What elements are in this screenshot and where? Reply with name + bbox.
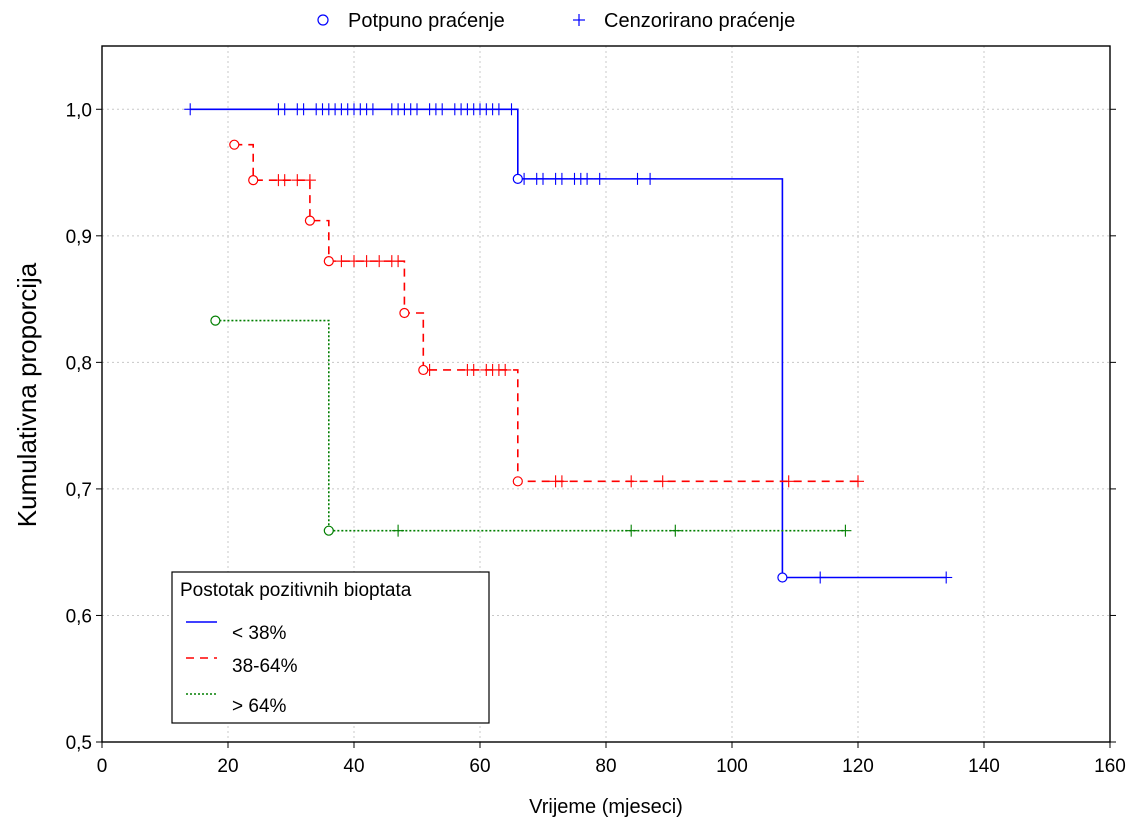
y-tick-label: 0,7	[66, 480, 92, 501]
x-tick-label: 100	[716, 756, 748, 777]
event-marker	[323, 525, 334, 536]
event-marker	[512, 173, 523, 184]
event-marker	[229, 139, 240, 150]
y-tick-label: 1,0	[66, 100, 92, 121]
event-marker	[210, 315, 221, 326]
y-tick-label: 0,9	[66, 227, 92, 248]
x-tick-label: 0	[97, 756, 108, 777]
x-tick-label: 140	[968, 756, 1000, 777]
legend-label: > 64%	[232, 696, 287, 717]
legend-label: 38-64%	[232, 656, 298, 677]
y-tick-label: 0,6	[66, 606, 92, 627]
group-legend-title: Postotak pozitivnih bioptata	[180, 580, 412, 601]
series-1	[229, 139, 864, 488]
series-layer	[184, 103, 953, 584]
marker-legend: Potpuno praćenje Cenzorirano praćenje	[317, 10, 795, 32]
event-marker	[323, 256, 334, 267]
event-marker	[512, 476, 523, 487]
series-2	[210, 315, 852, 537]
x-tick-label: 40	[343, 756, 364, 777]
event-marker	[418, 364, 429, 376]
y-axis-title: Kumulativna proporcija	[12, 262, 42, 527]
group-legend-box	[171, 571, 490, 724]
axis-ticks: 0 20 40 60 80 100 120 140 160 0,5 0,6 0,7 0,8 0,9 1,0	[66, 100, 1126, 777]
marker-legend-label-censored: Cenzorirano praćenje	[604, 10, 795, 32]
series-0	[184, 103, 953, 584]
x-tick-label: 20	[217, 756, 238, 777]
event-marker	[777, 572, 788, 583]
x-tick-label: 80	[595, 756, 616, 777]
series-line	[234, 143, 858, 483]
series-line	[215, 319, 846, 532]
event-marker	[304, 215, 315, 226]
group-legend: Postotak pozitivnih bioptata < 38% 38-64…	[171, 571, 490, 724]
y-tick-label: 0,8	[66, 353, 92, 374]
x-tick-label: 120	[842, 756, 874, 777]
circle-marker-icon	[317, 14, 329, 26]
x-axis-title: Vrijeme (mjeseci)	[529, 796, 683, 818]
event-marker	[399, 307, 410, 319]
x-tick-label: 160	[1094, 756, 1126, 777]
event-marker	[248, 175, 259, 186]
y-tick-label: 0,5	[66, 733, 92, 754]
legend-label: < 38%	[232, 623, 287, 644]
marker-legend-label-complete: Potpuno praćenje	[348, 10, 505, 32]
x-tick-label: 60	[469, 756, 490, 777]
